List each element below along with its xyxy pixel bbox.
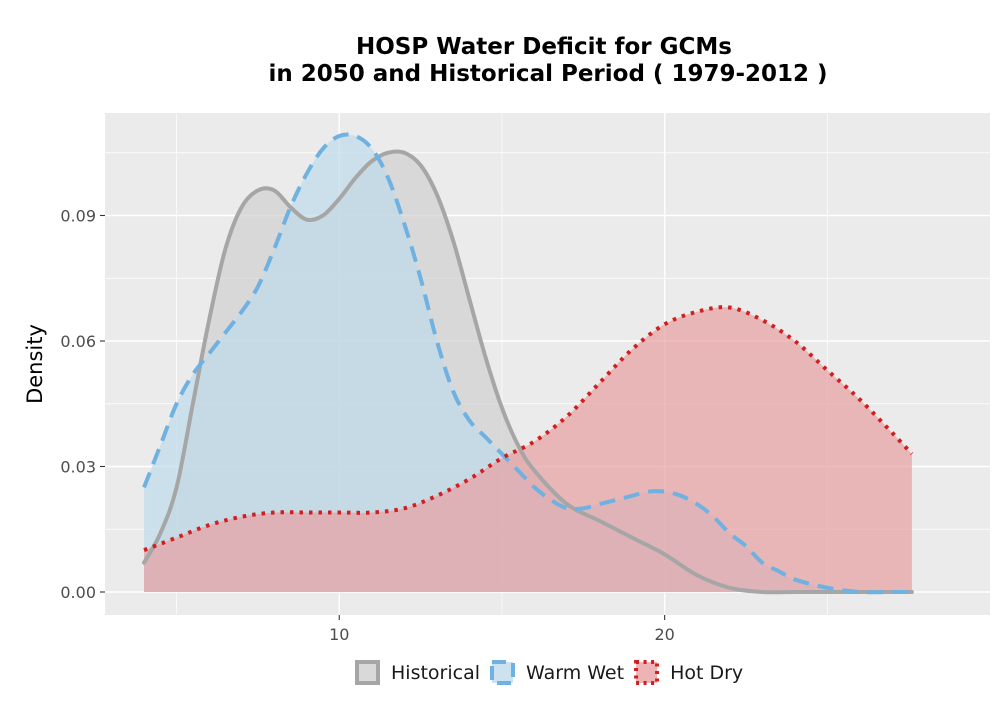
legend: Historical Warm Wet Hot Dry bbox=[355, 660, 743, 685]
density-lines bbox=[142, 132, 914, 595]
y-axis: 0.00 0.03 0.06 0.09 bbox=[60, 206, 105, 602]
chart-title-line1: HOSP Water Deficit for GCMs bbox=[356, 34, 732, 60]
hot-dry-legend-key bbox=[634, 660, 660, 685]
y-tick-label: 0.00 bbox=[60, 583, 96, 602]
x-axis: 10 20 bbox=[329, 615, 675, 644]
hot-dry-legend-label: Hot Dry bbox=[670, 662, 743, 684]
y-tick-label: 0.03 bbox=[60, 457, 96, 476]
historical-density-line bbox=[142, 149, 914, 595]
historical-legend-key bbox=[355, 660, 380, 685]
x-tick-label: 10 bbox=[329, 625, 349, 644]
hot-dry-density-line bbox=[143, 305, 914, 553]
x-tick-label: 20 bbox=[654, 625, 674, 644]
warm-wet-density-line bbox=[142, 132, 912, 595]
warm-wet-legend-key bbox=[490, 660, 515, 685]
y-tick-label: 0.09 bbox=[60, 206, 96, 225]
historical-legend-label: Historical bbox=[391, 662, 480, 684]
y-tick-label: 0.06 bbox=[60, 332, 96, 351]
y-axis-title: Density bbox=[23, 324, 47, 404]
warm-wet-legend-label: Warm Wet bbox=[526, 662, 624, 684]
warm-wet-area bbox=[144, 134, 912, 593]
chart-title-line2: in 2050 and Historical Period ( 1979-201… bbox=[268, 61, 827, 87]
